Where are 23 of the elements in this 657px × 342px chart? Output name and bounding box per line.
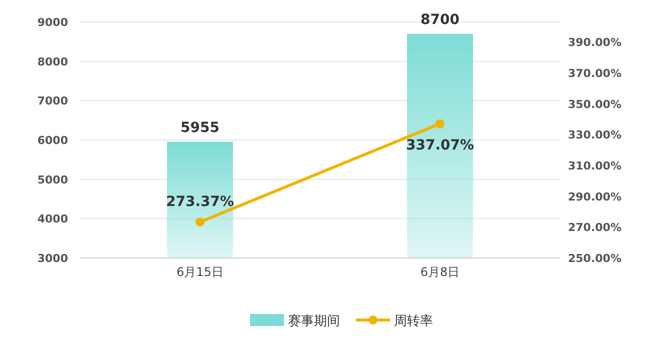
data-label: 5955 (180, 120, 220, 136)
y-tick-label: 8000 (37, 55, 68, 68)
y2-tick-label: 250.00% (568, 252, 622, 265)
y-tick-label: 9000 (37, 16, 68, 29)
y2-tick-label: 370.00% (568, 66, 622, 80)
x-tick-label: 6月8日 (420, 265, 460, 279)
x-tick-label: 6月15日 (176, 265, 224, 279)
y2-tick-label: 330.00% (568, 128, 622, 142)
y-tick-label: 7000 (37, 94, 68, 108)
data-label: 8700 (420, 12, 460, 28)
y2-tick-label: 350.00% (568, 98, 622, 111)
data-label: 337.07% (406, 138, 474, 154)
data-label: 273.37% (166, 194, 234, 210)
y-tick-label: 5000 (37, 173, 68, 186)
y2-tick-label: 270.00% (568, 221, 622, 234)
y-tick-label: 3000 (37, 252, 68, 265)
y-tick-label: 6000 (37, 134, 68, 147)
y2-tick-label: 310.00% (568, 159, 622, 172)
legend-label: 赛事期间 (288, 313, 340, 329)
y-tick-label: 4000 (37, 212, 68, 226)
y2-tick-label: 290.00% (568, 190, 622, 204)
legend-label: 周转率 (394, 313, 433, 329)
y2-tick-label: 390.00% (568, 36, 622, 50)
